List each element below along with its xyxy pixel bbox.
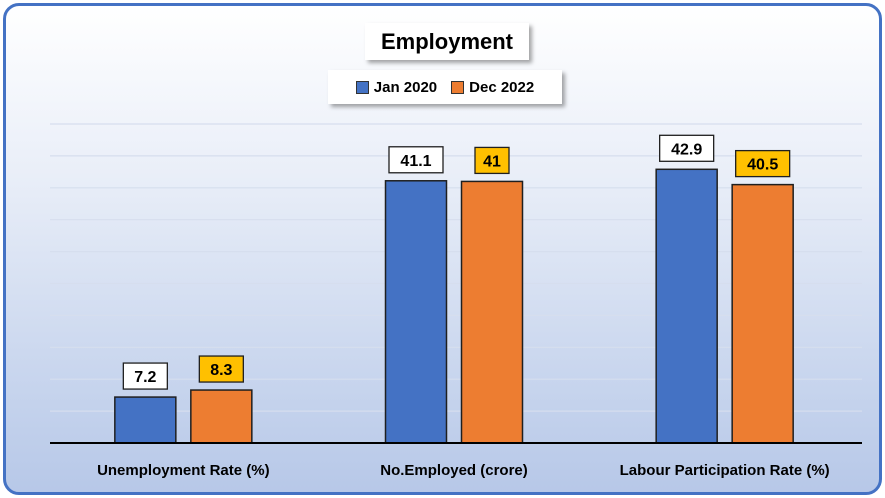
data-label: 42.9 bbox=[671, 141, 702, 158]
legend-item-series-1: Jan 2020 bbox=[355, 78, 438, 96]
legend: Jan 2020 Dec 2022 bbox=[328, 70, 562, 104]
data-label-box bbox=[198, 355, 244, 383]
data-label: 41 bbox=[483, 153, 501, 170]
legend-label-series-2: Dec 2022 bbox=[469, 78, 535, 96]
bar-2 bbox=[190, 389, 253, 444]
bar-1 bbox=[114, 396, 177, 444]
category-label: Unemployment Rate (%) bbox=[97, 462, 270, 479]
data-label: 8.3 bbox=[210, 362, 232, 379]
data-label-box bbox=[735, 149, 791, 178]
data-label-box bbox=[122, 362, 168, 390]
category-label: Labour Participation Rate (%) bbox=[620, 462, 830, 479]
data-label: 7.2 bbox=[134, 369, 156, 386]
legend-swatch-series-1 bbox=[355, 80, 369, 94]
legend-item-series-2: Dec 2022 bbox=[451, 79, 534, 96]
data-label-box bbox=[659, 134, 715, 162]
category-label: No.Employed (crore) bbox=[380, 462, 528, 479]
chart-title: Employment bbox=[365, 23, 529, 60]
data-label: 40.5 bbox=[747, 157, 778, 174]
bar-2 bbox=[460, 180, 524, 444]
bar-1 bbox=[384, 180, 448, 444]
legend-label-series-1: Jan 2020 bbox=[373, 78, 438, 96]
bar-2 bbox=[731, 183, 794, 444]
data-label: 41.1 bbox=[400, 153, 431, 170]
data-label-box bbox=[474, 146, 510, 175]
data-label-box bbox=[388, 146, 444, 174]
legend-swatch-series-2 bbox=[451, 80, 465, 94]
bar-1 bbox=[655, 168, 718, 444]
